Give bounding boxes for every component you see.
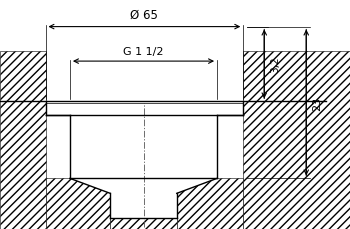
- Text: 23: 23: [313, 96, 323, 110]
- Bar: [177, 179, 243, 229]
- Text: G 1 1/2: G 1 1/2: [123, 47, 164, 57]
- Text: Ø 65: Ø 65: [131, 9, 158, 22]
- Bar: [110, 218, 177, 229]
- Bar: [70, 102, 217, 116]
- Bar: [46, 179, 110, 229]
- Bar: [70, 116, 217, 179]
- Text: 3,2: 3,2: [271, 56, 281, 73]
- Bar: [243, 52, 350, 229]
- Bar: [0, 52, 46, 229]
- Polygon shape: [70, 179, 217, 218]
